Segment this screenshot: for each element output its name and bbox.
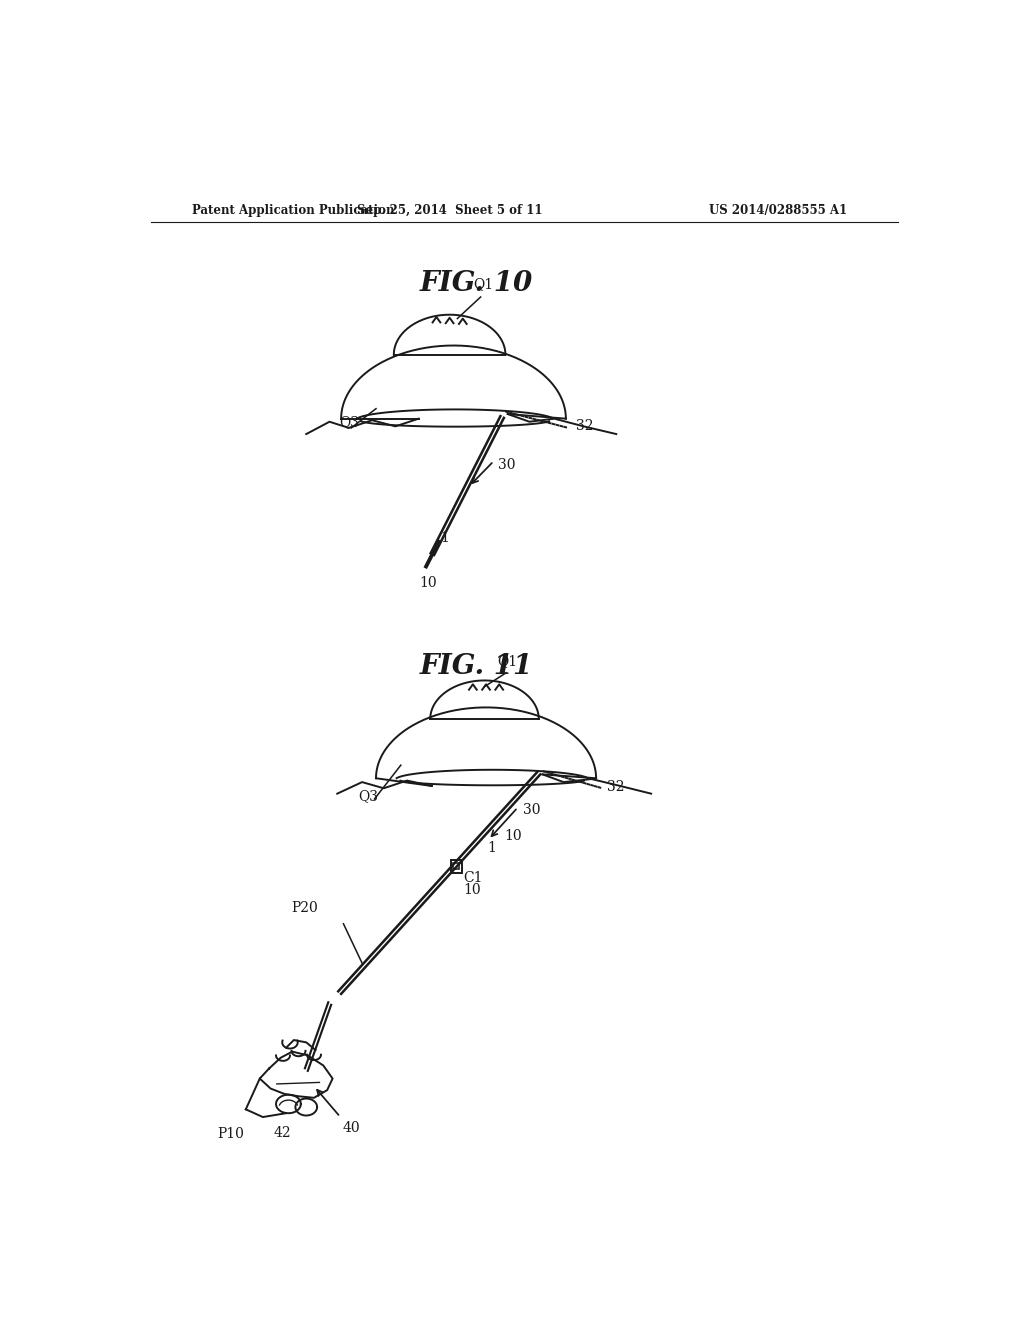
Text: 1: 1 (487, 841, 497, 855)
Text: 32: 32 (575, 420, 594, 433)
FancyBboxPatch shape (452, 859, 462, 874)
Text: 32: 32 (607, 780, 625, 793)
Text: 10: 10 (505, 829, 522, 843)
Text: Patent Application Publication: Patent Application Publication (191, 205, 394, 218)
Text: C1: C1 (463, 871, 482, 886)
Text: 40: 40 (343, 1121, 360, 1135)
Bar (453, 863, 459, 869)
Text: Q1: Q1 (498, 655, 518, 668)
Text: P10: P10 (217, 1127, 244, 1140)
Text: 10: 10 (463, 883, 480, 896)
Text: 30: 30 (499, 458, 516, 473)
Text: 30: 30 (522, 803, 540, 817)
Text: Q1: Q1 (473, 277, 493, 290)
Text: Q3: Q3 (339, 414, 358, 429)
Text: Sep. 25, 2014  Sheet 5 of 11: Sep. 25, 2014 Sheet 5 of 11 (357, 205, 543, 218)
Text: US 2014/0288555 A1: US 2014/0288555 A1 (710, 205, 848, 218)
Text: P20: P20 (291, 900, 317, 915)
Text: 42: 42 (273, 1126, 291, 1139)
Text: FIG. 10: FIG. 10 (420, 269, 534, 297)
Text: Q3: Q3 (358, 789, 378, 803)
Text: 1: 1 (440, 531, 449, 545)
Text: 10: 10 (420, 576, 437, 590)
Text: FIG. 11: FIG. 11 (420, 653, 534, 680)
